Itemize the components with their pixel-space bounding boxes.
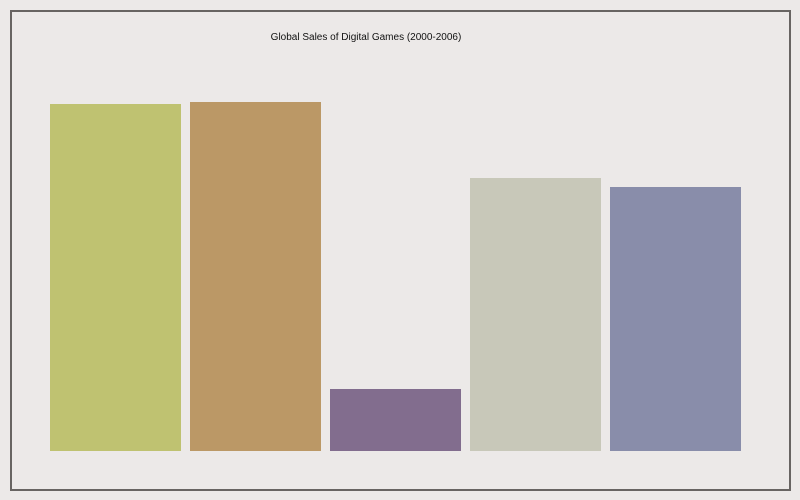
- bar-1: [50, 104, 181, 451]
- bar-2: [190, 102, 321, 451]
- chart-title: Global Sales of Digital Games (2000-2006…: [271, 32, 462, 43]
- chart-frame: Global Sales of Digital Games (2000-2006…: [10, 10, 791, 491]
- bar-4: [470, 178, 601, 451]
- bars-group: [50, 102, 741, 451]
- bar-5: [610, 187, 741, 451]
- chart-canvas: Global Sales of Digital Games (2000-2006…: [50, 32, 741, 451]
- bar-3: [330, 389, 461, 451]
